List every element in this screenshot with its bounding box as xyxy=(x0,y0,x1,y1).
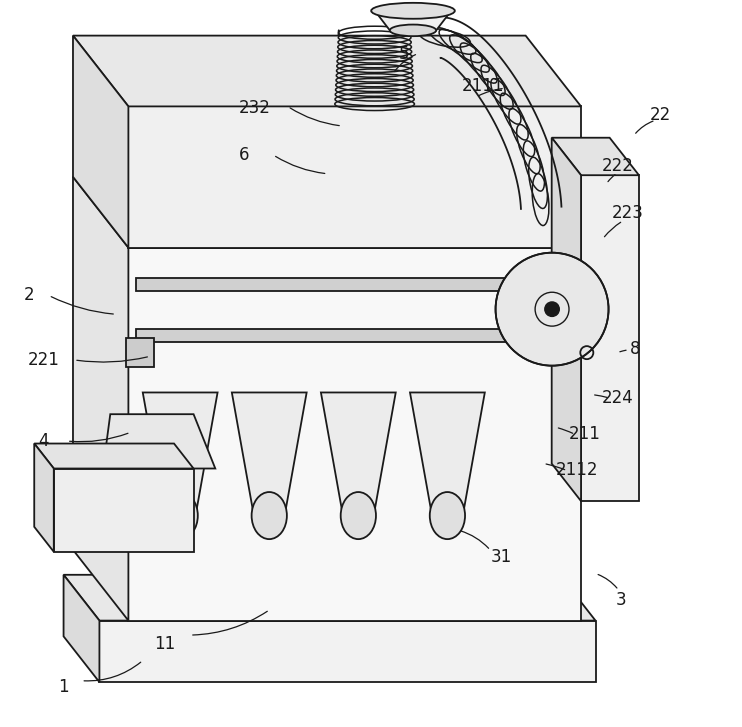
Ellipse shape xyxy=(341,492,376,539)
Text: 11: 11 xyxy=(154,635,175,653)
Text: 3: 3 xyxy=(616,591,626,609)
Polygon shape xyxy=(64,575,596,621)
Circle shape xyxy=(496,253,608,366)
Ellipse shape xyxy=(430,492,465,539)
Polygon shape xyxy=(73,177,128,621)
Ellipse shape xyxy=(162,492,198,539)
Ellipse shape xyxy=(252,492,287,539)
Text: 6: 6 xyxy=(239,146,249,164)
Text: 2112: 2112 xyxy=(556,461,599,479)
Circle shape xyxy=(545,302,559,316)
Polygon shape xyxy=(136,329,577,342)
Polygon shape xyxy=(552,137,639,175)
Polygon shape xyxy=(321,393,395,512)
Text: 211: 211 xyxy=(568,425,600,443)
Ellipse shape xyxy=(371,3,455,19)
Polygon shape xyxy=(34,443,194,468)
Text: 232: 232 xyxy=(239,99,271,117)
Ellipse shape xyxy=(390,25,436,36)
Polygon shape xyxy=(410,393,485,512)
Text: 224: 224 xyxy=(601,388,633,406)
Text: 5: 5 xyxy=(398,44,409,63)
Polygon shape xyxy=(99,621,596,682)
Polygon shape xyxy=(103,414,215,468)
Text: 221: 221 xyxy=(27,351,59,369)
Bar xyxy=(126,338,154,367)
Text: 223: 223 xyxy=(612,204,644,222)
Polygon shape xyxy=(128,106,581,248)
Polygon shape xyxy=(73,36,128,248)
Polygon shape xyxy=(73,177,581,248)
Polygon shape xyxy=(142,393,217,512)
Polygon shape xyxy=(73,36,581,106)
Text: 222: 222 xyxy=(601,157,633,174)
Polygon shape xyxy=(232,393,306,512)
Polygon shape xyxy=(581,175,639,501)
Polygon shape xyxy=(53,468,194,552)
Text: 22: 22 xyxy=(650,106,672,124)
Polygon shape xyxy=(64,575,99,682)
Text: 2111: 2111 xyxy=(462,77,505,95)
Polygon shape xyxy=(34,443,53,552)
Text: 8: 8 xyxy=(630,340,640,358)
Polygon shape xyxy=(373,9,453,31)
Polygon shape xyxy=(136,278,577,291)
Text: 4: 4 xyxy=(39,432,49,450)
Polygon shape xyxy=(552,137,581,501)
Text: 2: 2 xyxy=(24,286,34,304)
Text: 31: 31 xyxy=(490,548,512,566)
Text: 1: 1 xyxy=(58,678,68,696)
Polygon shape xyxy=(128,248,581,621)
